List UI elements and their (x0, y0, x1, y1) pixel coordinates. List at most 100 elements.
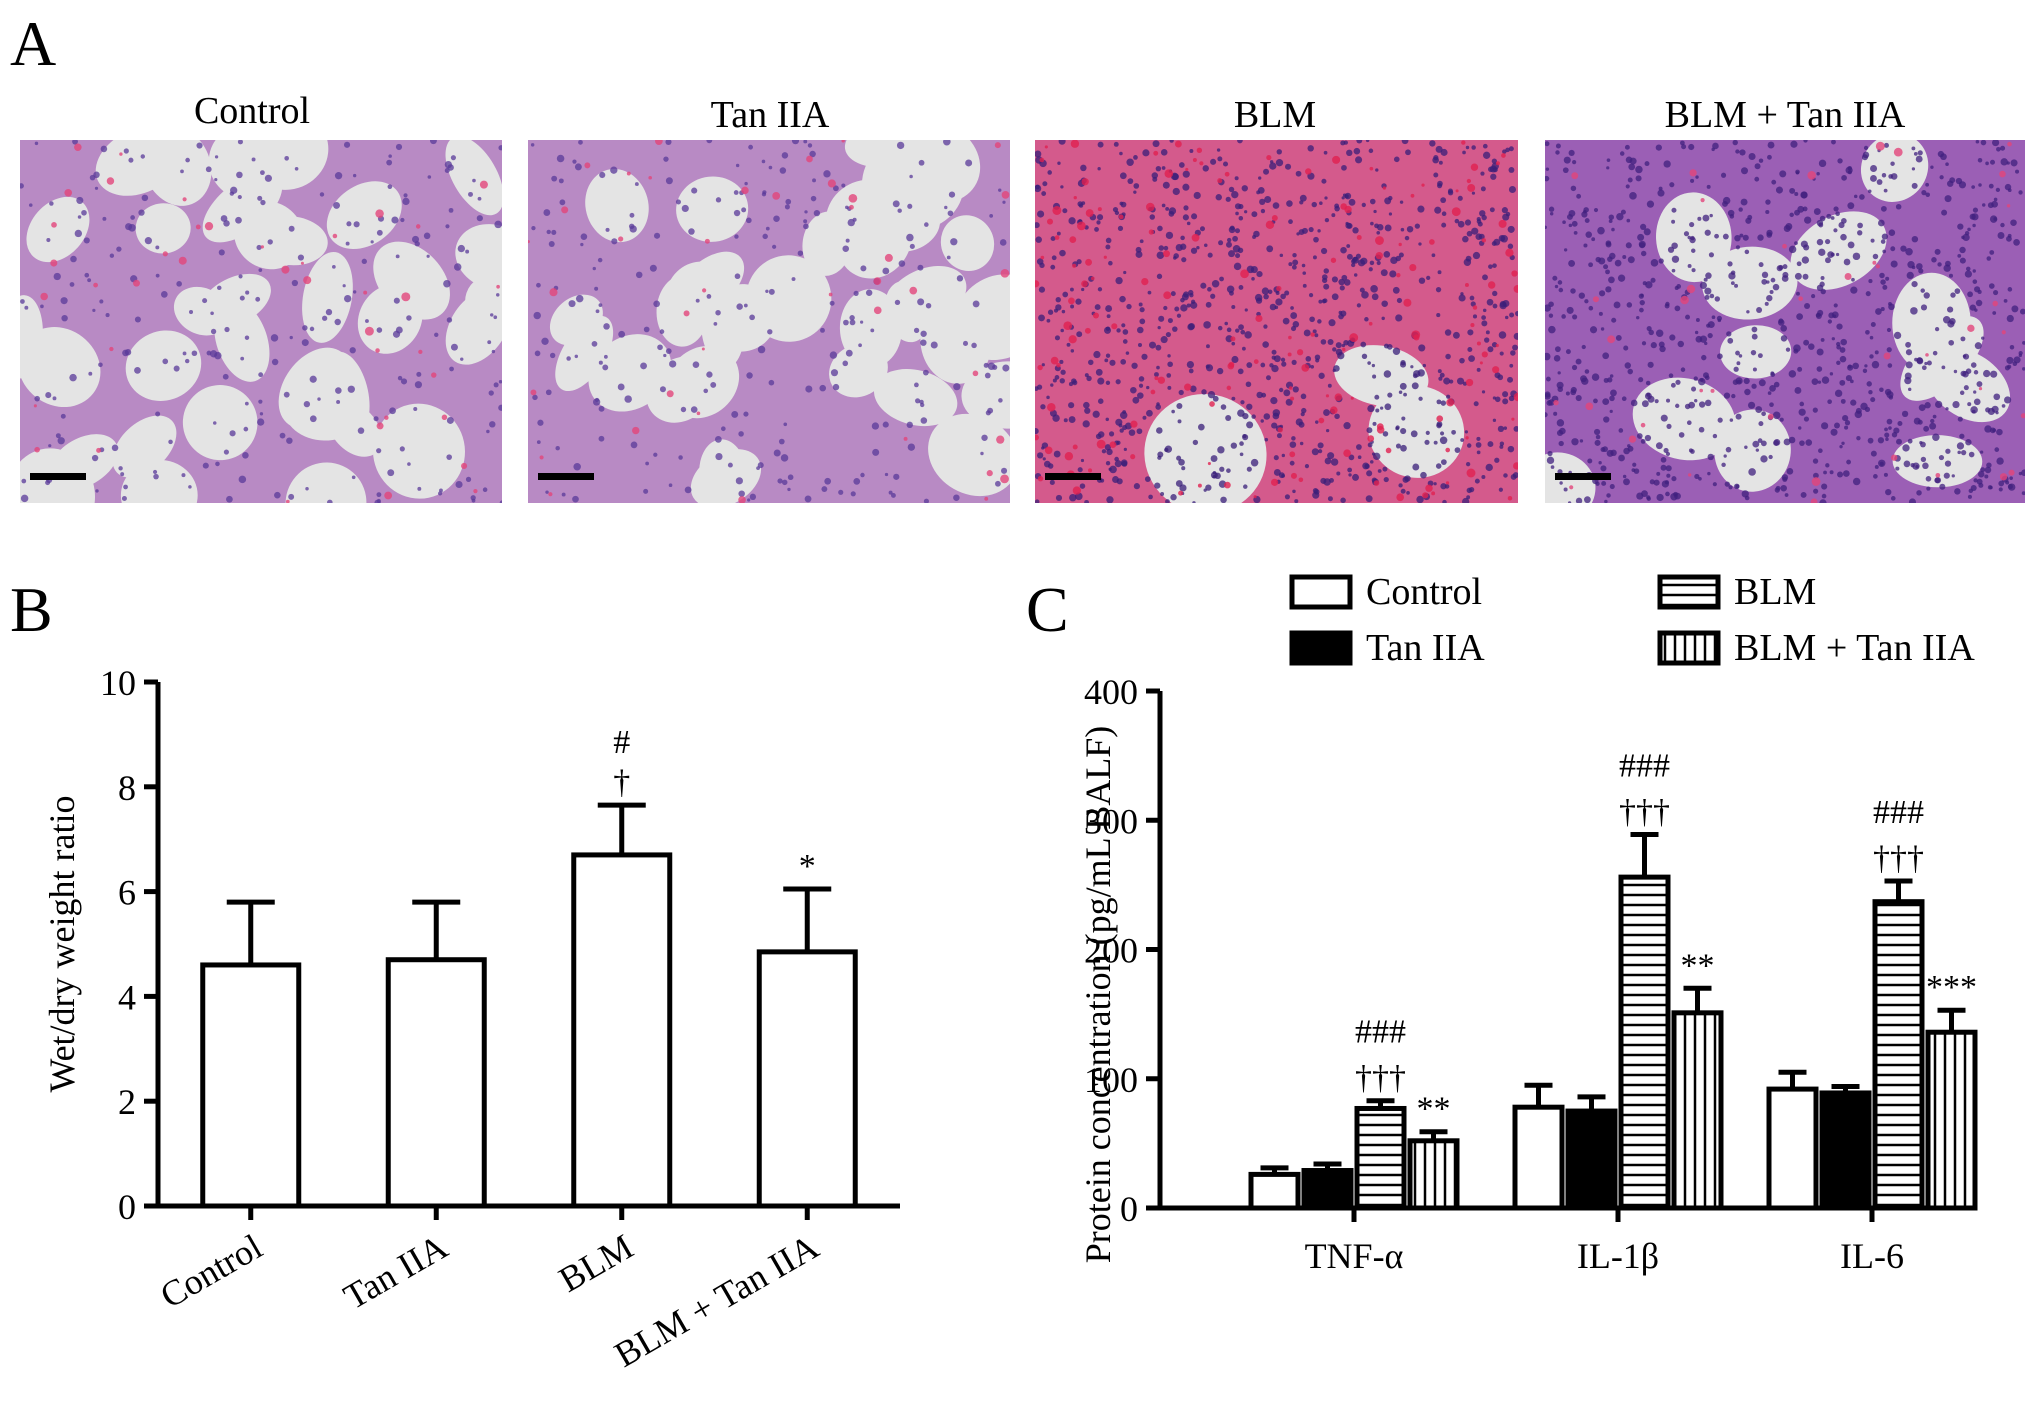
cell-nucleus (809, 150, 816, 158)
cell-nucleus (1498, 331, 1507, 339)
y-tick-label: 4 (118, 977, 136, 1017)
cell-nucleus (1513, 426, 1518, 432)
cell-nucleus (1995, 187, 2001, 193)
cell-nucleus (749, 314, 755, 321)
cell-nucleus (1468, 355, 1475, 362)
blood-cell (1935, 472, 1941, 478)
cell-nucleus (1803, 140, 1808, 143)
cell-nucleus (1327, 383, 1332, 388)
cell-nucleus (1671, 242, 1678, 249)
cell-nucleus (1555, 150, 1560, 155)
cell-nucleus (1122, 425, 1128, 431)
cell-nucleus (665, 348, 672, 354)
cell-nucleus (1092, 410, 1100, 418)
cell-nucleus (1292, 321, 1300, 328)
cell-nucleus (1947, 306, 1954, 313)
cell-nucleus (1369, 198, 1376, 205)
cell-nucleus (1738, 207, 1743, 212)
blood-cell (2020, 413, 2025, 419)
cell-nucleus (1951, 474, 1955, 478)
cell-nucleus (1217, 156, 1223, 162)
cell-nucleus (1855, 407, 1862, 414)
cell-nucleus (1911, 235, 1919, 243)
cell-nucleus (1126, 158, 1134, 166)
cell-nucleus (1281, 453, 1286, 458)
cell-nucleus (1165, 231, 1174, 240)
cell-nucleus (1303, 329, 1311, 337)
cell-nucleus (1798, 408, 1806, 416)
cell-nucleus (1937, 150, 1945, 158)
cell-nucleus (2007, 188, 2012, 193)
cell-nucleus (448, 207, 454, 213)
alveolar-space (549, 294, 603, 346)
cell-nucleus (1880, 239, 1886, 244)
cell-nucleus (302, 325, 308, 331)
blood-cell (986, 470, 993, 477)
cell-nucleus (1500, 235, 1508, 243)
cell-nucleus (1327, 496, 1333, 502)
cell-nucleus (1320, 339, 1327, 345)
blood-cell (618, 236, 624, 242)
cell-nucleus (1160, 336, 1168, 344)
cell-nucleus (411, 235, 420, 243)
cell-nucleus (1600, 327, 1605, 331)
cell-nucleus (1866, 381, 1872, 387)
cell-nucleus (240, 356, 245, 361)
cell-nucleus (414, 381, 422, 389)
cell-nucleus (1376, 230, 1381, 235)
blood-cell (162, 251, 168, 257)
cell-nucleus (1356, 140, 1363, 144)
cell-nucleus (781, 152, 789, 159)
blood-cell (849, 204, 854, 210)
cell-nucleus (376, 492, 382, 498)
cell-nucleus (865, 289, 873, 296)
cell-nucleus (1492, 303, 1498, 309)
cell-nucleus (1600, 447, 1606, 452)
cell-nucleus (1675, 403, 1680, 409)
cell-nucleus (116, 246, 122, 252)
blood-cell (1130, 454, 1136, 460)
cell-nucleus (1709, 293, 1715, 299)
cell-nucleus (1660, 456, 1667, 463)
cell-nucleus (128, 157, 134, 163)
cell-nucleus (572, 159, 577, 164)
cell-nucleus (1694, 473, 1700, 480)
significance-marker: ** (1681, 947, 1715, 984)
cell-nucleus (1104, 326, 1112, 334)
significance-marker: † (613, 764, 630, 801)
cell-nucleus (1655, 442, 1663, 450)
cell-nucleus (1440, 459, 1447, 465)
cell-nucleus (1558, 287, 1564, 293)
cell-nucleus (635, 271, 643, 279)
cell-nucleus (498, 404, 502, 411)
cell-nucleus (1188, 289, 1194, 296)
cell-nucleus (1126, 303, 1132, 310)
cell-nucleus (1240, 329, 1246, 335)
blood-cell (1253, 359, 1259, 364)
cell-nucleus (1847, 170, 1852, 175)
blood-cell (1298, 477, 1304, 483)
blood-cell (1798, 296, 1804, 302)
cell-nucleus (1769, 385, 1776, 392)
blood-cell (1592, 296, 1599, 303)
cell-nucleus (1272, 412, 1280, 420)
cell-nucleus (1859, 194, 1865, 200)
cell-nucleus (1895, 203, 1902, 210)
cell-nucleus (1088, 359, 1094, 366)
cell-nucleus (1108, 431, 1115, 437)
cell-nucleus (400, 217, 405, 223)
blood-cell (1047, 403, 1056, 412)
cell-nucleus (1825, 257, 1831, 264)
cell-nucleus (487, 340, 492, 345)
cell-nucleus (1836, 360, 1841, 365)
cell-nucleus (1717, 353, 1723, 360)
cell-nucleus (1186, 360, 1195, 369)
cell-nucleus (669, 360, 677, 368)
cell-nucleus (223, 449, 229, 455)
cell-nucleus (998, 398, 1003, 403)
cell-nucleus (1125, 351, 1130, 355)
bar (1819, 1090, 1872, 1211)
cell-nucleus (1545, 167, 1550, 171)
cell-nucleus (1121, 323, 1126, 328)
blood-cell (1891, 454, 1898, 461)
